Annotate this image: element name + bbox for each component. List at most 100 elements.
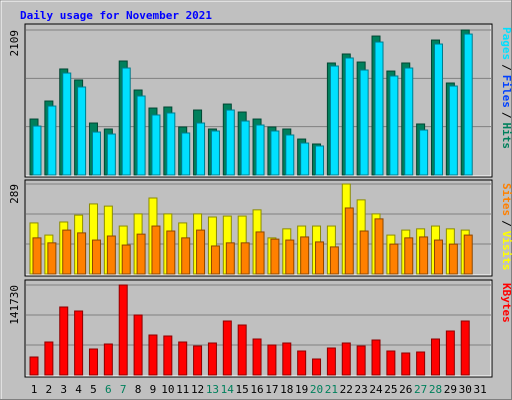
- bar: [460, 320, 470, 376]
- bar: [210, 130, 220, 176]
- bar: [359, 230, 369, 275]
- bar: [240, 120, 250, 176]
- x-tick-label: 20: [310, 383, 323, 396]
- x-tick-label: 1: [31, 383, 38, 396]
- bar: [448, 243, 458, 275]
- x-tick-label: 6: [105, 383, 112, 396]
- x-tick-label: 25: [384, 383, 397, 396]
- x-tick-label: 18: [280, 383, 293, 396]
- x-tick-label: 5: [90, 383, 97, 396]
- bar: [386, 350, 396, 376]
- bar: [151, 225, 161, 275]
- x-tick-label: 17: [265, 383, 278, 396]
- bar: [29, 356, 39, 376]
- bar: [433, 43, 443, 176]
- bar: [44, 341, 54, 376]
- bar: [282, 342, 292, 376]
- plot-bevel: [26, 181, 492, 276]
- legend-separator: /: [500, 220, 512, 227]
- x-tick-label: 2: [46, 383, 53, 396]
- bar: [374, 41, 384, 176]
- x-tick-label: 14: [221, 383, 235, 396]
- legend-entry: Sites: [500, 183, 512, 216]
- bar: [77, 232, 87, 275]
- bar: [88, 348, 98, 376]
- legend-separator: /: [500, 112, 512, 119]
- bar: [210, 245, 220, 275]
- bar: [32, 125, 42, 176]
- bar: [463, 33, 473, 176]
- bar: [193, 345, 203, 376]
- bar: [371, 339, 381, 376]
- bar: [344, 207, 354, 275]
- bar: [181, 237, 191, 275]
- bar: [196, 229, 206, 275]
- bar: [240, 242, 250, 275]
- bar: [255, 124, 265, 176]
- plot-bevel: [26, 25, 492, 177]
- bar: [252, 338, 262, 376]
- bar: [267, 344, 277, 376]
- bar: [77, 86, 87, 176]
- bar: [136, 233, 146, 275]
- y-tick-label: 289: [8, 184, 21, 204]
- bar: [404, 67, 414, 176]
- bar: [312, 358, 322, 376]
- bar: [270, 238, 280, 275]
- bar: [433, 239, 443, 275]
- bar: [47, 242, 57, 275]
- bar: [300, 236, 310, 275]
- bar: [416, 351, 426, 376]
- bar: [166, 112, 176, 176]
- bar: [463, 234, 473, 275]
- bar: [389, 243, 399, 275]
- bar: [91, 131, 101, 176]
- bar: [91, 239, 101, 275]
- legend-entry: Pages: [500, 27, 512, 60]
- bar: [285, 239, 295, 275]
- bar: [359, 69, 369, 176]
- x-tick-label: 13: [206, 383, 219, 396]
- x-tick-label: 21: [325, 383, 338, 396]
- x-tick-label: 26: [399, 383, 412, 396]
- bar: [106, 133, 116, 176]
- bar: [151, 114, 161, 176]
- x-tick-label: 27: [414, 383, 427, 396]
- x-tick-label: 29: [444, 383, 457, 396]
- bar: [62, 229, 72, 275]
- bar: [121, 244, 131, 275]
- x-tick-label: 31: [473, 383, 486, 396]
- bar: [344, 57, 354, 176]
- legend: KBytes: [500, 283, 512, 323]
- bar: [448, 85, 458, 176]
- y-tick-label: 2109: [8, 30, 21, 57]
- legend-entry: Visits: [500, 231, 512, 271]
- bar: [315, 241, 325, 275]
- bar: [103, 343, 113, 376]
- x-tick-label: 23: [355, 383, 368, 396]
- legend-entry: KBytes: [500, 283, 512, 323]
- legend-entry: Files: [500, 75, 512, 108]
- bar: [297, 350, 307, 376]
- bar: [32, 237, 42, 275]
- y-tick-label: 141730: [8, 285, 21, 325]
- bar: [118, 284, 128, 376]
- bar: [136, 95, 146, 176]
- bar: [237, 324, 247, 376]
- x-tick-label: 30: [459, 383, 472, 396]
- legend: Sites / Visits: [500, 183, 512, 271]
- legend: Pages / Files / Hits: [500, 27, 512, 149]
- bar: [163, 335, 173, 376]
- bar: [341, 342, 351, 376]
- bar: [255, 231, 265, 275]
- bar: [374, 218, 384, 275]
- x-tick-label: 12: [191, 383, 204, 396]
- bar: [121, 67, 131, 176]
- bar: [389, 75, 399, 176]
- bar: [430, 338, 440, 376]
- bar: [181, 132, 191, 176]
- x-tick-label: 9: [150, 383, 157, 396]
- legend-separator: /: [500, 64, 512, 71]
